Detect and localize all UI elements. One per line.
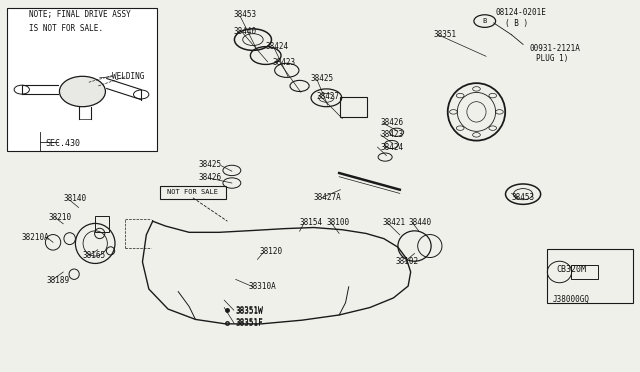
Text: 00931-2121A: 00931-2121A xyxy=(529,44,580,52)
Text: 38440: 38440 xyxy=(408,218,431,227)
Text: 38453: 38453 xyxy=(234,10,257,19)
Text: 38440: 38440 xyxy=(234,26,257,36)
Text: 38453: 38453 xyxy=(511,193,534,202)
Text: 08124-0201E: 08124-0201E xyxy=(495,8,547,17)
Text: 38310A: 38310A xyxy=(248,282,276,291)
Text: 38165: 38165 xyxy=(83,251,106,260)
Text: 38426: 38426 xyxy=(198,173,222,182)
Bar xyxy=(340,97,367,118)
Text: 38421: 38421 xyxy=(383,218,406,227)
Text: 38210: 38210 xyxy=(49,213,72,222)
Bar xyxy=(95,216,109,232)
Text: NOT FOR SALE: NOT FOR SALE xyxy=(168,189,218,195)
Bar xyxy=(571,264,598,279)
Text: 38423: 38423 xyxy=(381,130,404,140)
Text: 38424: 38424 xyxy=(381,143,404,152)
Text: B: B xyxy=(483,18,487,24)
Text: 38102: 38102 xyxy=(396,257,419,266)
Text: NOTE; FINAL DRIVE ASSY: NOTE; FINAL DRIVE ASSY xyxy=(29,10,131,19)
Text: 38100: 38100 xyxy=(326,218,349,227)
Text: 38424: 38424 xyxy=(266,42,289,51)
Text: 38425: 38425 xyxy=(198,160,222,169)
Text: ( B ): ( B ) xyxy=(505,19,529,28)
Bar xyxy=(7,8,157,151)
Text: 38427: 38427 xyxy=(317,92,340,101)
Text: 38210A: 38210A xyxy=(21,232,49,242)
Text: 38351F: 38351F xyxy=(236,318,264,327)
Text: 38351F: 38351F xyxy=(236,320,264,328)
Text: 38426: 38426 xyxy=(381,118,404,127)
Text: 38351: 38351 xyxy=(434,30,457,39)
Text: CB320M: CB320M xyxy=(556,265,586,274)
Text: 38189: 38189 xyxy=(47,276,70,285)
Text: 38351W: 38351W xyxy=(236,307,264,316)
Text: SEC.430: SEC.430 xyxy=(45,139,81,148)
Text: IS NOT FOR SALE.: IS NOT FOR SALE. xyxy=(29,24,104,33)
Ellipse shape xyxy=(60,76,106,107)
Text: 38425: 38425 xyxy=(310,74,333,83)
Text: 38154: 38154 xyxy=(300,218,323,227)
Text: 38351W: 38351W xyxy=(236,306,264,315)
Text: 38140: 38140 xyxy=(63,195,86,203)
Text: WELDING: WELDING xyxy=(113,72,145,81)
Text: 38427A: 38427A xyxy=(314,193,341,202)
Text: J38000GQ: J38000GQ xyxy=(552,295,589,304)
Text: 38120: 38120 xyxy=(259,247,282,256)
Bar xyxy=(547,249,633,303)
Text: PLUG 1): PLUG 1) xyxy=(536,54,568,62)
Text: 38423: 38423 xyxy=(272,58,295,67)
